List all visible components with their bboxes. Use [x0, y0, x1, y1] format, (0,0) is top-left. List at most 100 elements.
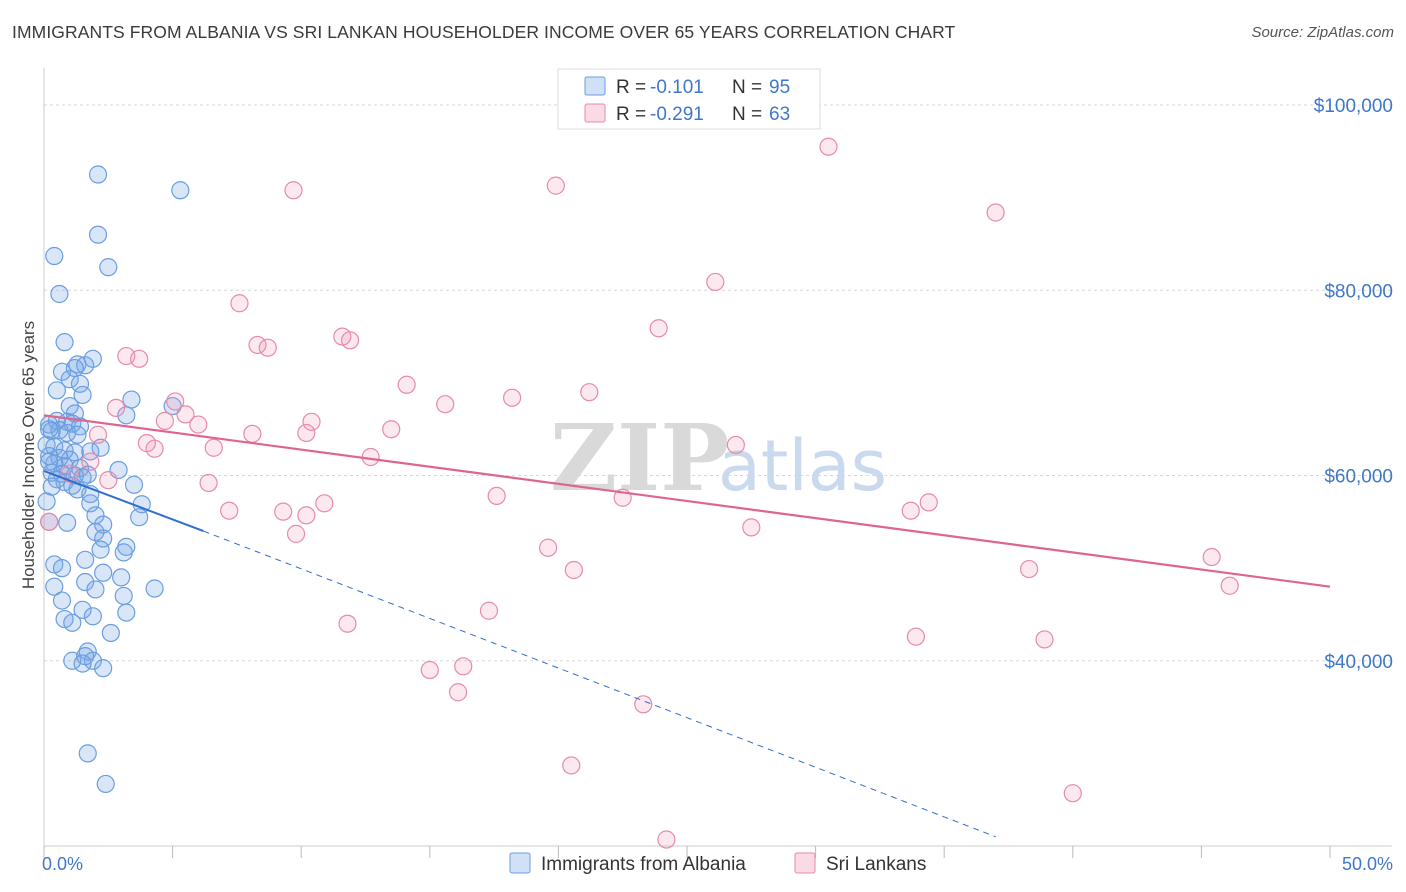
srilanka-point-39 [919, 493, 938, 512]
srilanka-point-49 [906, 627, 926, 646]
albania-point-53 [37, 492, 56, 511]
source-credit: Source: ZipAtlas.com [1251, 24, 1394, 41]
y-axis-title: Householder Income Over 65 years [19, 321, 38, 589]
srilanka-point-5 [230, 294, 249, 313]
albania-point-3 [45, 246, 64, 266]
srilanka-point-53 [448, 683, 468, 702]
legend-r-value-2: -0.291 [650, 104, 704, 125]
albania-point-58 [58, 513, 77, 532]
y-tick-label-1: $60,000 [1324, 467, 1393, 488]
albania-point-64 [114, 543, 133, 562]
srilanka-point-54 [634, 695, 653, 714]
srilanka-point-25 [243, 424, 262, 443]
albania-point-77 [117, 603, 136, 622]
albania-point-90 [40, 420, 59, 439]
albania-point-5 [50, 284, 69, 304]
albania-point-70 [76, 572, 95, 592]
albania-point-59 [94, 515, 113, 534]
albania-point-14 [70, 374, 90, 393]
albania-point-86 [94, 659, 113, 678]
srilanka-point-60 [81, 452, 100, 471]
albania-point-80 [63, 613, 82, 632]
srilanka-point-41 [742, 518, 761, 537]
albania-point-1 [171, 181, 190, 200]
srilanka-point-14 [503, 388, 522, 407]
bottom-legend-label-albania: Immigrants from Albania [541, 854, 746, 875]
albania-point-69 [112, 568, 131, 587]
stats-legend: R = -0.101 N = 95 R = -0.291 N = 63 [557, 68, 821, 130]
axes [43, 68, 1392, 858]
y-tick-labels: $40,000 $60,000 $80,000 $100,000 [1314, 96, 1393, 673]
legend-r-label-2: R = [616, 104, 646, 125]
srilanka-point-21 [155, 411, 174, 430]
albania-point-34 [81, 442, 100, 461]
srilanka-point-44 [1019, 559, 1039, 579]
srilanka-point-38 [901, 501, 920, 520]
albania-point-65 [76, 550, 95, 569]
srilanka-point-37 [297, 506, 316, 525]
srilanka-point-13 [397, 375, 416, 394]
srilanka-point-12 [130, 349, 149, 368]
srilanka-point-31 [199, 473, 218, 493]
bottom-legend-label-srilankans: Sri Lankans [826, 854, 926, 875]
albania-point-91 [40, 452, 59, 471]
srilanka-point-16 [166, 392, 185, 411]
stats-legend-box [557, 68, 821, 130]
srilanka-point-55 [562, 756, 581, 775]
legend-r-value-1: -0.101 [650, 77, 704, 98]
albania-point-4 [99, 258, 118, 277]
legend-n-label-1: N = [732, 77, 762, 98]
srilanka-point-43 [564, 560, 583, 580]
srilanka-point-15 [580, 383, 599, 402]
series-albania-points [37, 165, 190, 794]
albania-point-13 [60, 370, 79, 389]
srilanka-point-9 [248, 335, 267, 355]
legend-n-label-2: N = [732, 104, 762, 125]
srilanka-point-18 [106, 398, 126, 418]
srilanka-point-10 [258, 338, 277, 357]
albania-point-71 [45, 577, 64, 596]
albania-point-54 [81, 494, 100, 513]
albania-point-76 [73, 600, 92, 619]
srilanka-point-47 [479, 601, 499, 620]
srilanka-point-36 [274, 502, 293, 521]
srilanka-point-22 [189, 415, 208, 434]
srilanka-point-52 [454, 657, 473, 676]
albania-point-89 [96, 774, 115, 794]
albania-point-73 [114, 586, 133, 606]
srilanka-point-61 [137, 434, 156, 453]
watermark: ZIP atlas [550, 404, 887, 512]
srilanka-point-24 [297, 423, 316, 443]
albania-point-19 [117, 406, 136, 425]
albania-point-29 [68, 425, 87, 444]
albania-point-94 [124, 475, 144, 494]
albania-point-85 [83, 651, 102, 670]
gridlines [44, 104, 1392, 662]
srilanka-point-23 [382, 420, 401, 439]
srilanka-point-30 [726, 435, 745, 455]
chart-title: IMMIGRANTS FROM ALBANIA VS SRI LANKAN HO… [12, 22, 956, 42]
srilanka-point-51 [420, 660, 439, 680]
srilanka-point-42 [539, 538, 558, 557]
legend-r-label-1: R = [616, 77, 646, 98]
srilanka-point-32 [487, 486, 506, 505]
albania-point-57 [130, 508, 149, 527]
srilanka-point-40 [286, 524, 306, 543]
bottom-legend-swatch-pink [794, 852, 816, 874]
srilanka-point-1 [546, 176, 565, 195]
srilanka-point-56 [1063, 784, 1082, 803]
albania-point-10 [76, 356, 95, 375]
watermark-zip: ZIP [550, 404, 729, 512]
srilanka-point-35 [220, 501, 239, 520]
y-tick-label-2: $80,000 [1324, 281, 1393, 302]
albania-point-63 [91, 540, 110, 559]
legend-swatch-blue [584, 76, 606, 96]
bottom-legend-swatch-blue [509, 852, 531, 874]
trend-line-albania-extrapolated [203, 530, 996, 838]
trend-line-srilankans [43, 414, 1331, 588]
albania-point-67 [52, 559, 72, 578]
srilanka-point-28 [204, 438, 223, 457]
srilanka-point-48 [338, 614, 357, 633]
albania-point-87 [73, 654, 92, 673]
albania-point-81 [101, 623, 120, 643]
